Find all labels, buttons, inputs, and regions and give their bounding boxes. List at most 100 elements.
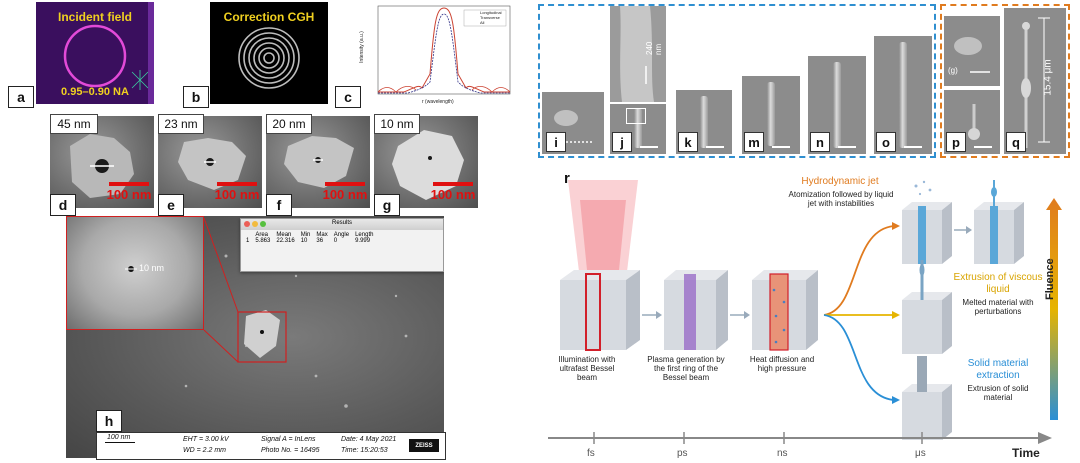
panel-label-m: m [744,132,764,152]
scale-bar-k [706,146,724,148]
results-header-cell: Area [255,232,269,238]
results-cell: 1 [246,238,250,244]
results-cell: 36 [316,238,324,244]
stage-1-text: Illumination with ultrafast Bessel beam [558,355,616,383]
panel-label-r: r [564,170,570,187]
footer-photo: Photo No. = 16495 [261,447,320,454]
panel-label-j: j [612,132,632,152]
panel-label-h: h [96,410,122,432]
size-label-d: 45 nm [50,114,98,134]
scale-bar-j [640,146,658,148]
footer-time: Time: 15:20:53 [341,447,388,454]
scale-bar-o [904,146,922,148]
pillar-n [833,62,841,148]
mechanism-diagram [548,180,1062,444]
footer-signal: Signal A = InLens [261,436,316,443]
panel-label-q: q [1006,132,1026,152]
size-label-f: 20 nm [266,114,312,134]
solid-desc: Extrusion of solid material [967,384,1029,403]
jet-desc: Atomization followed by liquid jet with … [788,190,894,209]
results-cell: 22.316 [276,238,295,244]
viscous-title: Extrusion of viscous liquid [953,272,1043,295]
footer-scale-label: 100 nm [107,434,131,441]
panel-c-plot: Longitudinal Transverse All Intensity (a… [359,4,514,105]
panel-label-i: i [546,132,566,152]
zoom-icon[interactable] [260,221,266,227]
solid-title: Solid material extraction [967,358,1029,381]
results-cell: 0 [333,238,338,244]
inset-g-label: (g) [948,66,958,75]
pillar-group-orange [940,4,1070,158]
scale-bar-d: 100 nm [104,182,154,202]
time-tick-ps: ps [677,448,688,459]
pillar-panel-p-top: (g) [944,16,1000,86]
scale-bar-g-label: 100 nm [430,187,476,202]
results-title: Results [331,220,352,226]
incident-field-image [36,2,154,104]
y-axis-label: Intensity (a.u.) [358,31,365,63]
viscous-desc: Melted material with perturbations [962,298,1034,317]
panel-b: Correction CGH [210,2,328,104]
footer-wd: WD = 2.2 mm [183,447,226,454]
scale-bar-f: 100 nm [320,182,370,202]
scale-bar-d-label: 100 nm [106,187,152,202]
sem-overview [184,217,408,408]
panel-label-g: g [374,194,400,216]
incident-field-title: Incident field [57,10,132,24]
results-window: Results Area Mean Min Max Angle Length 1… [240,218,444,272]
results-row[interactable]: 1 5.863 22.316 10 36 0 9.999 [243,238,376,244]
na-label: 0.95–0.90 NA [61,86,129,98]
correction-cgh-image [210,2,328,104]
legend-item: All [480,20,485,25]
pillar-o [899,42,907,148]
pillar-panel-q: 15.4 μm [1004,8,1066,154]
panel-h-image: 10 nm Results Area Mean Min Max Angle Le… [66,216,444,458]
scale-bar-m [772,146,790,148]
scale-bar-g: 100 nm [428,182,478,202]
size-label-g: 10 nm [374,114,420,134]
pillar-j [634,108,642,148]
pillar-m [767,82,775,146]
results-titlebar: Results [241,219,443,230]
panel-label-p: p [946,132,966,152]
footer-eht: EHT = 3.00 kV [183,436,229,443]
panel-label-c: c [335,86,361,108]
stage-3-text: Heat diffusion and high pressure [749,355,815,374]
panel-label-b: b [183,86,209,108]
time-tick-ns: ns [777,448,788,459]
pillar-k [700,96,708,148]
panel-label-a: a [8,86,34,108]
scale-bar-f-label: 100 nm [322,187,368,202]
results-header-cell: Length [355,232,374,238]
stage-2-text: Plasma generation by the first ring of t… [647,355,725,383]
results-cell: 5.863 [255,238,271,244]
scale-bar-e: 100 nm [212,182,262,202]
solid-block [902,356,952,440]
scale-bar-p [974,146,992,148]
correction-cgh-title: Correction CGH [223,10,315,24]
minimize-icon[interactable] [252,221,258,227]
footer-date: Date: 4 May 2021 [341,436,397,443]
jet-blocks [902,180,1024,264]
footer-scale-bar [105,442,135,443]
results-header-cell: Min [300,232,311,238]
time-tick-fs: fs [587,448,595,459]
legend-item: Transverse [480,15,500,20]
results-table: Area Mean Min Max Angle Length 1 5.863 2… [243,232,376,244]
zeiss-logo: ZEISS [409,439,439,452]
panel-label-k: k [678,132,698,152]
intensity-profile-chart [377,5,511,95]
viscous-block [902,260,952,354]
scale-bar-e-label: 100 nm [214,187,260,202]
pillar-panel-j-zoom: 240 nm [610,6,666,102]
fluence-label: Fluence [1044,258,1056,300]
panel-label-o: o [876,132,896,152]
height-label: 15.4 μm [1042,59,1054,96]
zoom-inset: 10 nm [66,216,204,330]
panel-label-d: d [50,194,76,216]
time-tick-us: μs [915,448,926,459]
size-label-e: 23 nm [158,114,204,134]
close-icon[interactable] [244,221,250,227]
panel-label-f: f [266,194,292,216]
panel-label-n: n [810,132,830,152]
